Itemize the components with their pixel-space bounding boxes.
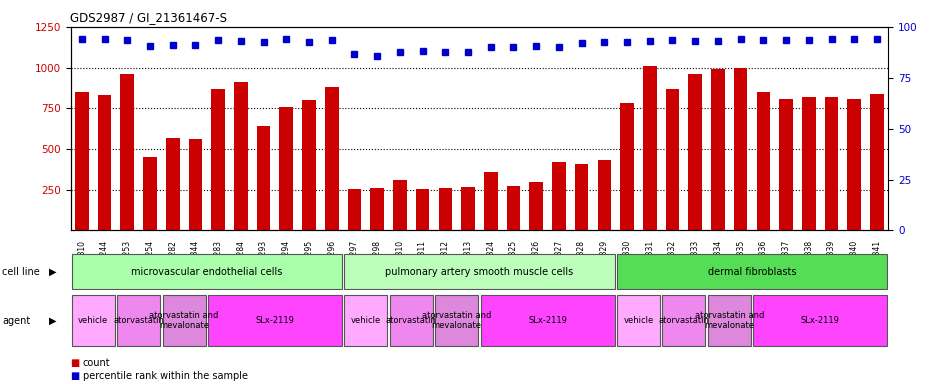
Text: atorvastatin and
mevalonate: atorvastatin and mevalonate [695, 311, 764, 330]
Bar [529, 182, 543, 230]
Bar [71, 254, 342, 289]
Text: vehicle: vehicle [78, 316, 108, 325]
Bar [552, 162, 566, 230]
Text: agent: agent [2, 316, 30, 326]
Bar [212, 89, 225, 230]
Text: ■: ■ [70, 371, 80, 381]
Bar [344, 254, 615, 289]
Bar [620, 103, 634, 230]
Bar [848, 99, 861, 230]
Text: atorvastatin and
mevalonate: atorvastatin and mevalonate [422, 311, 492, 330]
Bar [757, 92, 770, 230]
Bar [666, 89, 680, 230]
Bar [348, 189, 361, 230]
Bar [98, 95, 111, 230]
Bar [143, 157, 157, 230]
Bar [165, 137, 180, 230]
Bar [257, 126, 271, 230]
Text: vehicle: vehicle [351, 316, 381, 325]
Text: pulmonary artery smooth muscle cells: pulmonary artery smooth muscle cells [385, 266, 573, 277]
Bar [438, 188, 452, 230]
Text: ■: ■ [70, 358, 80, 368]
Bar [234, 82, 248, 230]
Bar [325, 87, 338, 230]
Bar [617, 254, 887, 289]
Bar [118, 295, 160, 346]
Bar [617, 295, 660, 346]
Text: SLx-2119: SLx-2119 [528, 316, 567, 325]
Bar [484, 172, 497, 230]
Bar [734, 68, 747, 230]
Bar [779, 99, 793, 230]
Bar [688, 74, 702, 230]
Text: ▶: ▶ [49, 266, 56, 277]
Text: microvascular endothelial cells: microvascular endothelial cells [131, 266, 283, 277]
Bar [870, 94, 884, 230]
Bar [435, 295, 478, 346]
Text: count: count [83, 358, 110, 368]
Bar [574, 164, 588, 230]
Bar [753, 295, 887, 346]
Bar [390, 295, 432, 346]
Bar [663, 295, 705, 346]
Text: percentile rank within the sample: percentile rank within the sample [83, 371, 248, 381]
Bar [711, 69, 725, 230]
Bar [75, 92, 88, 230]
Text: vehicle: vehicle [623, 316, 653, 325]
Bar [163, 295, 206, 346]
Bar [370, 188, 384, 230]
Text: atorvastatin: atorvastatin [385, 316, 437, 325]
Text: ▶: ▶ [49, 316, 56, 326]
Text: dermal fibroblasts: dermal fibroblasts [708, 266, 796, 277]
Bar [393, 180, 407, 230]
Text: atorvastatin: atorvastatin [658, 316, 710, 325]
Bar [71, 295, 115, 346]
Bar [189, 139, 202, 230]
Text: atorvastatin and
mevalonate: atorvastatin and mevalonate [149, 311, 219, 330]
Bar [208, 295, 342, 346]
Text: SLx-2119: SLx-2119 [256, 316, 294, 325]
Bar [824, 97, 838, 230]
Bar [344, 295, 387, 346]
Bar [598, 161, 611, 230]
Bar [507, 187, 521, 230]
Bar [279, 107, 293, 230]
Bar [643, 66, 656, 230]
Bar [303, 100, 316, 230]
Bar [462, 187, 475, 230]
Text: GDS2987 / GI_21361467-S: GDS2987 / GI_21361467-S [70, 11, 227, 24]
Bar [415, 189, 430, 230]
Text: SLx-2119: SLx-2119 [801, 316, 839, 325]
Bar [802, 97, 816, 230]
Bar [120, 74, 134, 230]
Text: cell line: cell line [2, 266, 39, 277]
Text: atorvastatin: atorvastatin [113, 316, 164, 325]
Bar [480, 295, 615, 346]
Bar [708, 295, 751, 346]
